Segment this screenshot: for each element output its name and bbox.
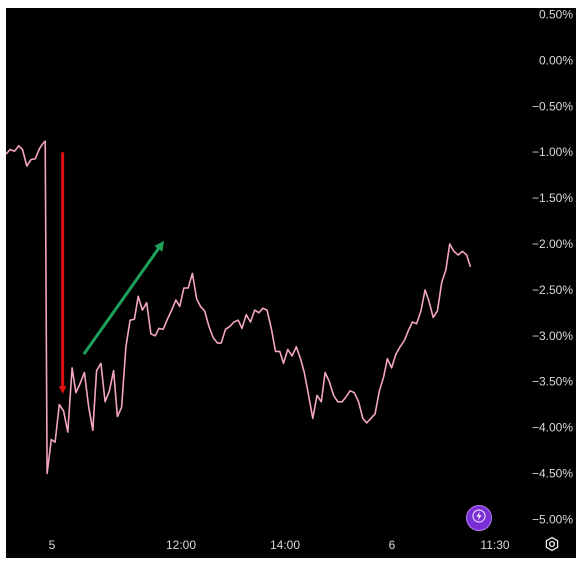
settings-button[interactable] (543, 536, 561, 557)
gear-icon (544, 536, 560, 557)
lightning-button[interactable] (466, 505, 492, 531)
x-axis-ticks: 5 12:00 14:00 6 11:30 (49, 538, 510, 552)
y-axis-ticks: 0.50% 0.00% −0.50% −1.00% −1.50% −2.00% −2.50%… (532, 8, 573, 526)
x-tick-label: 12:00 (166, 538, 196, 552)
x-tick-label: 11:30 (480, 538, 509, 552)
annotation-arrow-1 (82, 240, 165, 355)
y-tick-label: 0.00% (539, 53, 573, 67)
price-series-layer (6, 140, 472, 475)
y-tick-label: −2.50% (532, 283, 573, 297)
y-tick-label: −3.50% (532, 375, 573, 389)
y-tick-label: −0.50% (532, 99, 573, 113)
lightning-icon (472, 508, 486, 528)
y-tick-label: −2.00% (532, 237, 573, 251)
y-tick-label: 0.50% (539, 8, 573, 22)
y-tick-label: −5.00% (532, 512, 573, 526)
y-tick-label: −3.00% (532, 329, 573, 343)
annotation-arrows (58, 152, 165, 394)
series-line-0 (6, 140, 472, 475)
y-tick-label: −4.50% (532, 466, 573, 480)
x-tick-label: 5 (49, 538, 56, 552)
x-tick-label: 14:00 (270, 538, 300, 552)
y-tick-label: −1.50% (532, 191, 573, 205)
line-chart: 0.50% 0.00% −0.50% −1.00% −1.50% −2.00% −2.50%… (6, 8, 573, 552)
y-tick-label: −1.00% (532, 145, 573, 159)
chart-panel: 0.50% 0.00% −0.50% −1.00% −1.50% −2.00% −2.50%… (6, 8, 576, 558)
y-tick-label: −4.00% (532, 421, 573, 435)
x-tick-label: 6 (389, 538, 396, 552)
